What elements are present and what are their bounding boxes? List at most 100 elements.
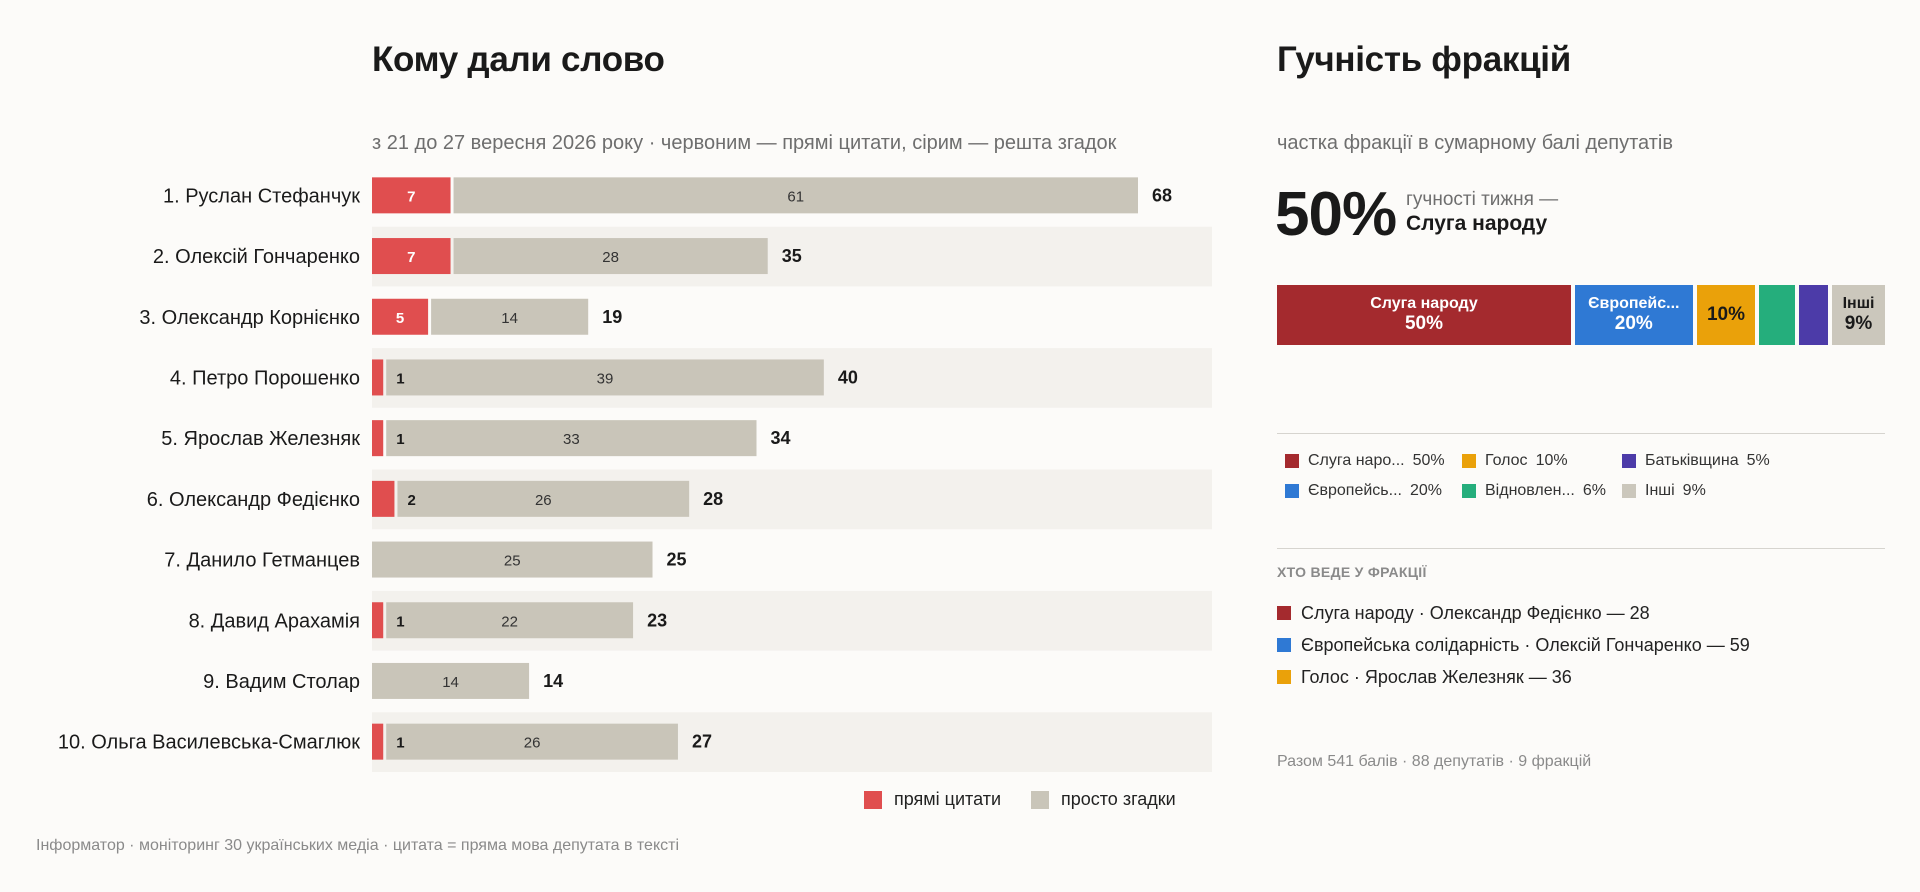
faction-legend-item: Європейсь... 20% xyxy=(1285,482,1462,500)
faction-legend-name: Слуга наро... xyxy=(1308,452,1405,469)
faction-segment xyxy=(1798,285,1829,345)
bar-mentions xyxy=(386,723,678,760)
faction-segment: Інші 9% xyxy=(1832,285,1885,345)
leaders-heading: ХТО ВЕДЕ У ФРАКЦІЇ xyxy=(1277,564,1427,580)
faction-legend-swatch xyxy=(1622,484,1636,498)
faction-legend-item: Голос 10% xyxy=(1462,452,1622,470)
bar-total-label: 27 xyxy=(692,732,712,752)
factions-chart-subtitle: частка фракції в сумарному балі депутаті… xyxy=(1277,132,1673,154)
faction-legend-name: Європейсь... xyxy=(1308,482,1402,499)
faction-legend-pct: 10% xyxy=(1535,452,1568,469)
bar-mentions xyxy=(397,480,690,517)
speaker-name: 10. Ольга Василевська-Смаглюк xyxy=(58,732,360,754)
bar-quotes xyxy=(372,420,384,457)
bar-mentions-label: 39 xyxy=(597,370,614,387)
bar-mentions-label: 33 xyxy=(563,431,580,448)
faction-legend-swatch xyxy=(1285,454,1299,468)
faction-segment-name: Інші xyxy=(1842,295,1875,312)
faction-segment-pct: 20% xyxy=(1614,313,1653,334)
bar-quotes xyxy=(372,480,395,517)
faction-legend-swatch xyxy=(1285,484,1299,498)
faction-segment-pct: 50% xyxy=(1404,313,1444,334)
bar-quotes xyxy=(372,723,384,760)
faction-legend-swatch xyxy=(1622,454,1636,468)
headline-faction-name: Слуга народу xyxy=(1406,212,1548,235)
factions-chart-title: Гучність фракцій xyxy=(1277,40,1571,79)
legend-label-mentions: просто згадки xyxy=(1061,789,1176,809)
bar-total-label: 68 xyxy=(1152,185,1172,205)
leader-row: Голос · Ярослав Железняк — 36 xyxy=(1277,661,1750,693)
bar-mentions xyxy=(453,238,768,275)
factions-legend: Слуга наро... 50% Голос 10% Батьківщина 5% Євр… xyxy=(1285,452,1885,500)
leader-swatch xyxy=(1277,670,1291,684)
legend-swatch-mentions xyxy=(1031,790,1049,809)
speakers-chart-subtitle: з 21 до 27 вересня 2026 року · червоним … xyxy=(372,132,1117,154)
speaker-name: 5. Ярослав Железняк xyxy=(161,428,360,450)
legend-item-quotes: прямі цитати xyxy=(864,789,1001,810)
bar-total-label: 23 xyxy=(647,610,667,630)
faction-legend-name: Батьківщина xyxy=(1645,452,1739,469)
faction-segment: Європейс... 20% xyxy=(1575,285,1693,345)
divider xyxy=(1277,548,1885,549)
bar-quotes-label: 7 xyxy=(407,188,415,205)
leader-swatch xyxy=(1277,606,1291,620)
bar-mentions xyxy=(372,541,653,578)
bar-mentions-label: 25 xyxy=(504,553,521,570)
faction-segment xyxy=(1759,285,1795,345)
bar-quotes xyxy=(372,298,429,335)
bar-mentions xyxy=(386,359,824,396)
bar-mentions-label: 61 xyxy=(787,188,804,205)
faction-segment: Слуга народу 50% xyxy=(1277,285,1571,345)
bar-total-label: 34 xyxy=(771,428,791,448)
speaker-name: 6. Олександр Федієнко xyxy=(147,489,360,511)
bar-mentions-label: 22 xyxy=(501,613,518,630)
speaker-name: 1. Руслан Стефанчук xyxy=(163,185,360,207)
faction-legend-pct: 5% xyxy=(1746,452,1770,469)
faction-legend-item: Відновлен... 6% xyxy=(1462,482,1622,500)
faction-legend-name: Інші xyxy=(1645,482,1675,499)
speaker-name: 3. Олександр Корнієнко xyxy=(139,307,360,329)
faction-segment-pct: 9% xyxy=(1844,313,1873,334)
speaker-name: 8. Давид Арахамія xyxy=(189,610,360,632)
bar-quotes-label: 2 xyxy=(407,492,415,509)
bar-quotes-label: 5 xyxy=(396,310,404,327)
bar-quotes xyxy=(372,602,384,639)
legend-label-quotes: прямі цитати xyxy=(894,789,1001,809)
bar-total-label: 35 xyxy=(782,246,802,266)
bar-mentions xyxy=(431,298,589,335)
headline-percentage: 50% xyxy=(1275,180,1397,249)
bar-quotes xyxy=(372,359,384,396)
bar-total-label: 25 xyxy=(667,550,687,570)
legend-item-mentions: просто згадки xyxy=(1031,789,1176,810)
legend-swatch-quotes xyxy=(864,790,882,809)
speakers-chart-legend: прямі цитати просто згадки xyxy=(864,789,1176,810)
bar-mentions xyxy=(386,420,757,457)
bar-mentions-label: 28 xyxy=(602,249,619,266)
bar-mentions-label: 26 xyxy=(535,492,552,509)
faction-legend-swatch xyxy=(1462,454,1476,468)
faction-legend-pct: 9% xyxy=(1682,482,1706,499)
faction-segment-name: Слуга народу xyxy=(1370,295,1478,312)
faction-legend-pct: 6% xyxy=(1582,482,1606,499)
bar-total-label: 28 xyxy=(703,489,723,509)
faction-leaders-list: Слуга народу · Олександр Федієнко — 28 Єв… xyxy=(1277,597,1750,693)
faction-segment-name: Європейс... xyxy=(1588,295,1680,312)
leader-text: Європейська солідарність · Олексій Гонча… xyxy=(1301,634,1750,655)
bar-quotes-label: 1 xyxy=(396,370,404,387)
speaker-name: 9. Вадим Столар xyxy=(203,671,360,693)
bar-mentions-label: 14 xyxy=(442,674,459,691)
bar-quotes-label: 1 xyxy=(396,735,404,752)
faction-legend-name: Відновлен... xyxy=(1485,482,1575,499)
divider xyxy=(1277,433,1885,434)
bar-mentions xyxy=(386,602,634,639)
speaker-name: 2. Олексій Гончаренко xyxy=(153,246,360,268)
bar-quotes-label: 1 xyxy=(396,613,404,630)
faction-legend-name: Голос xyxy=(1485,452,1528,469)
leader-swatch xyxy=(1277,638,1291,652)
leader-text: Слуга народу · Олександр Федієнко — 28 xyxy=(1301,602,1650,623)
faction-legend-pct: 50% xyxy=(1412,452,1445,469)
source-footnote: Інформатор · моніторинг 30 українських м… xyxy=(36,837,680,854)
bar-total-label: 40 xyxy=(838,367,858,387)
faction-legend-item: Інші 9% xyxy=(1622,482,1822,500)
